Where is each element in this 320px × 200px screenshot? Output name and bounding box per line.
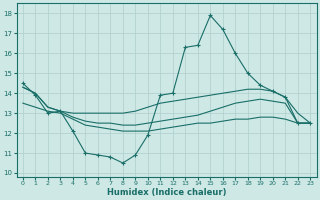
X-axis label: Humidex (Indice chaleur): Humidex (Indice chaleur) (107, 188, 226, 197)
